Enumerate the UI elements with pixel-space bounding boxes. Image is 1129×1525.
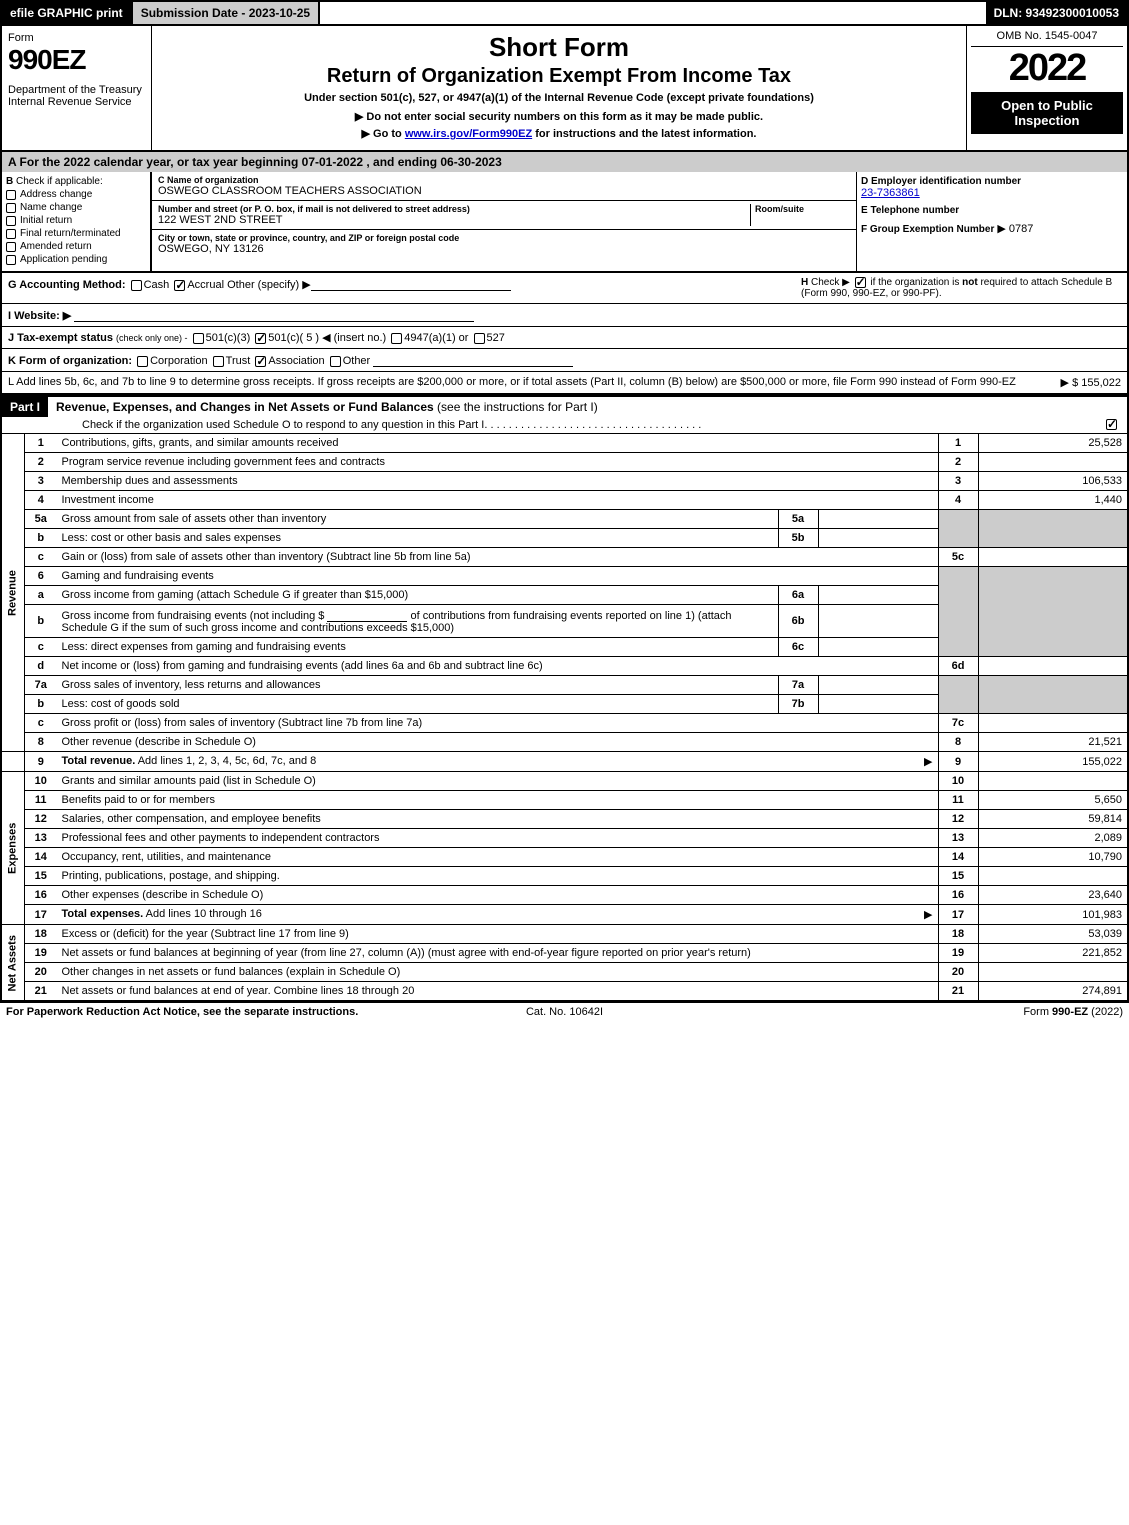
footer-center: Cat. No. 10642I (378, 1006, 750, 1018)
omb-number: OMB No. 1545-0047 (971, 30, 1123, 47)
chk-501c3[interactable] (193, 333, 204, 344)
part1-label: Part I (2, 397, 48, 417)
chk-corporation[interactable] (137, 356, 148, 367)
part1-title: Revenue, Expenses, and Changes in Net As… (48, 400, 598, 414)
city: OSWEGO, NY 13126 (158, 243, 850, 255)
city-label: City or town, state or province, country… (158, 233, 850, 243)
chk-527[interactable] (474, 333, 485, 344)
part1-header: Part I Revenue, Expenses, and Changes in… (0, 395, 1129, 417)
chk-4947[interactable] (391, 333, 402, 344)
section-a: A For the 2022 calendar year, or tax yea… (0, 152, 1129, 172)
chk-trust[interactable] (213, 356, 224, 367)
title-short-form: Short Form (158, 32, 960, 63)
col-b: B Check if applicable: Address change Na… (2, 172, 152, 271)
col-d: D Employer identification number 23-7363… (857, 172, 1127, 271)
col-c: C Name of organization OSWEGO CLASSROOM … (152, 172, 857, 271)
dept-2: Internal Revenue Service (8, 96, 145, 108)
chk-association[interactable] (255, 356, 266, 367)
street-label: Number and street (or P. O. box, if mail… (158, 204, 750, 214)
header-right: OMB No. 1545-0047 2022 Open to Public In… (967, 26, 1127, 150)
other-specify-input[interactable] (311, 277, 511, 291)
phone-label: E Telephone number (861, 205, 1123, 216)
open-public-badge: Open to Public Inspection (971, 92, 1123, 134)
group-label: F Group Exemption Number (861, 224, 994, 235)
title-return: Return of Organization Exempt From Incom… (158, 65, 960, 88)
website-input[interactable] (74, 308, 474, 322)
efile-label[interactable]: efile GRAPHIC print (2, 2, 131, 24)
org-name-label: C Name of organization (158, 175, 850, 185)
goto-link-line: ▶ Go to www.irs.gov/Form990EZ for instru… (158, 127, 960, 140)
chk-h[interactable] (855, 277, 866, 288)
section-g-h: G Accounting Method: Cash Accrual Other … (0, 273, 1129, 304)
footer-left: For Paperwork Reduction Act Notice, see … (6, 1006, 378, 1018)
section-j: J Tax-exempt status (check only one) - 5… (0, 327, 1129, 349)
lines-table: Revenue 1Contributions, gifts, grants, a… (0, 433, 1129, 1002)
room-label: Room/suite (755, 204, 850, 214)
footer-right: Form 990-EZ (2022) (751, 1006, 1123, 1018)
chk-cash[interactable] (131, 280, 142, 291)
form-number: 990EZ (8, 44, 145, 76)
warning-ssn: ▶ Do not enter social security numbers o… (158, 110, 960, 123)
part1-sub: Check if the organization used Schedule … (0, 417, 1129, 433)
expenses-sidebar: Expenses (1, 772, 25, 925)
chk-final-return[interactable] (6, 229, 16, 239)
section-k: K Form of organization: Corporation Trus… (0, 349, 1129, 372)
ein-value[interactable]: 23-7363861 (861, 187, 920, 199)
chk-amended-return[interactable] (6, 242, 16, 252)
tax-year: 2022 (971, 47, 1123, 90)
chk-initial-return[interactable] (6, 216, 16, 226)
org-info: B Check if applicable: Address change Na… (0, 172, 1129, 273)
gross-receipts: ▶ $ 155,022 (1061, 376, 1121, 389)
dept-1: Department of the Treasury (8, 84, 145, 96)
chk-schedule-o[interactable] (1106, 419, 1117, 430)
header-center: Short Form Return of Organization Exempt… (152, 26, 967, 150)
ein-label: D Employer identification number (861, 176, 1123, 187)
chk-application-pending[interactable] (6, 255, 16, 265)
group-value: ▶ 0787 (997, 223, 1033, 235)
submission-date: Submission Date - 2023-10-25 (131, 2, 320, 24)
top-bar: efile GRAPHIC print Submission Date - 20… (0, 0, 1129, 26)
header-left: Form 990EZ Department of the Treasury In… (2, 26, 152, 150)
chk-other[interactable] (330, 356, 341, 367)
revenue-sidebar: Revenue (1, 434, 25, 752)
other-org-input[interactable] (373, 353, 573, 367)
page-footer: For Paperwork Reduction Act Notice, see … (0, 1002, 1129, 1021)
section-l: L Add lines 5b, 6c, and 7b to line 9 to … (0, 372, 1129, 395)
irs-link[interactable]: www.irs.gov/Form990EZ (405, 128, 532, 140)
form-word: Form (8, 32, 145, 44)
dln-label: DLN: 93492300010053 (986, 2, 1127, 24)
form-header: Form 990EZ Department of the Treasury In… (0, 26, 1129, 152)
chk-501c[interactable] (255, 333, 266, 344)
street: 122 WEST 2ND STREET (158, 214, 750, 226)
org-name: OSWEGO CLASSROOM TEACHERS ASSOCIATION (158, 185, 850, 197)
subtitle: Under section 501(c), 527, or 4947(a)(1)… (158, 92, 960, 104)
chk-address-change[interactable] (6, 190, 16, 200)
section-i: I Website: ▶ (0, 304, 1129, 327)
chk-name-change[interactable] (6, 203, 16, 213)
chk-accrual[interactable] (174, 280, 185, 291)
netassets-sidebar: Net Assets (1, 925, 25, 1002)
